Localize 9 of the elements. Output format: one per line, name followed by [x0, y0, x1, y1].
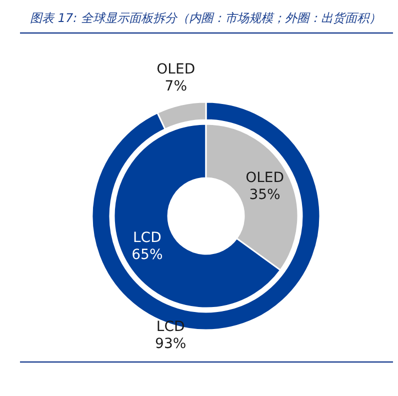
slice-label: OLED	[156, 61, 196, 78]
data-label: 65%	[132, 246, 163, 263]
category-label: OLED	[246, 170, 284, 186]
data-label: 93%	[155, 336, 186, 352]
chart-title: 图表 17: 全球显示面板拆分（内圈：市场规模；外圈：出货面积）	[30, 11, 381, 25]
slice-label: LCD	[156, 319, 185, 336]
data-label: 7%	[164, 78, 188, 94]
slice-label: LCD	[133, 230, 162, 246]
data-label: 35%	[249, 187, 280, 204]
